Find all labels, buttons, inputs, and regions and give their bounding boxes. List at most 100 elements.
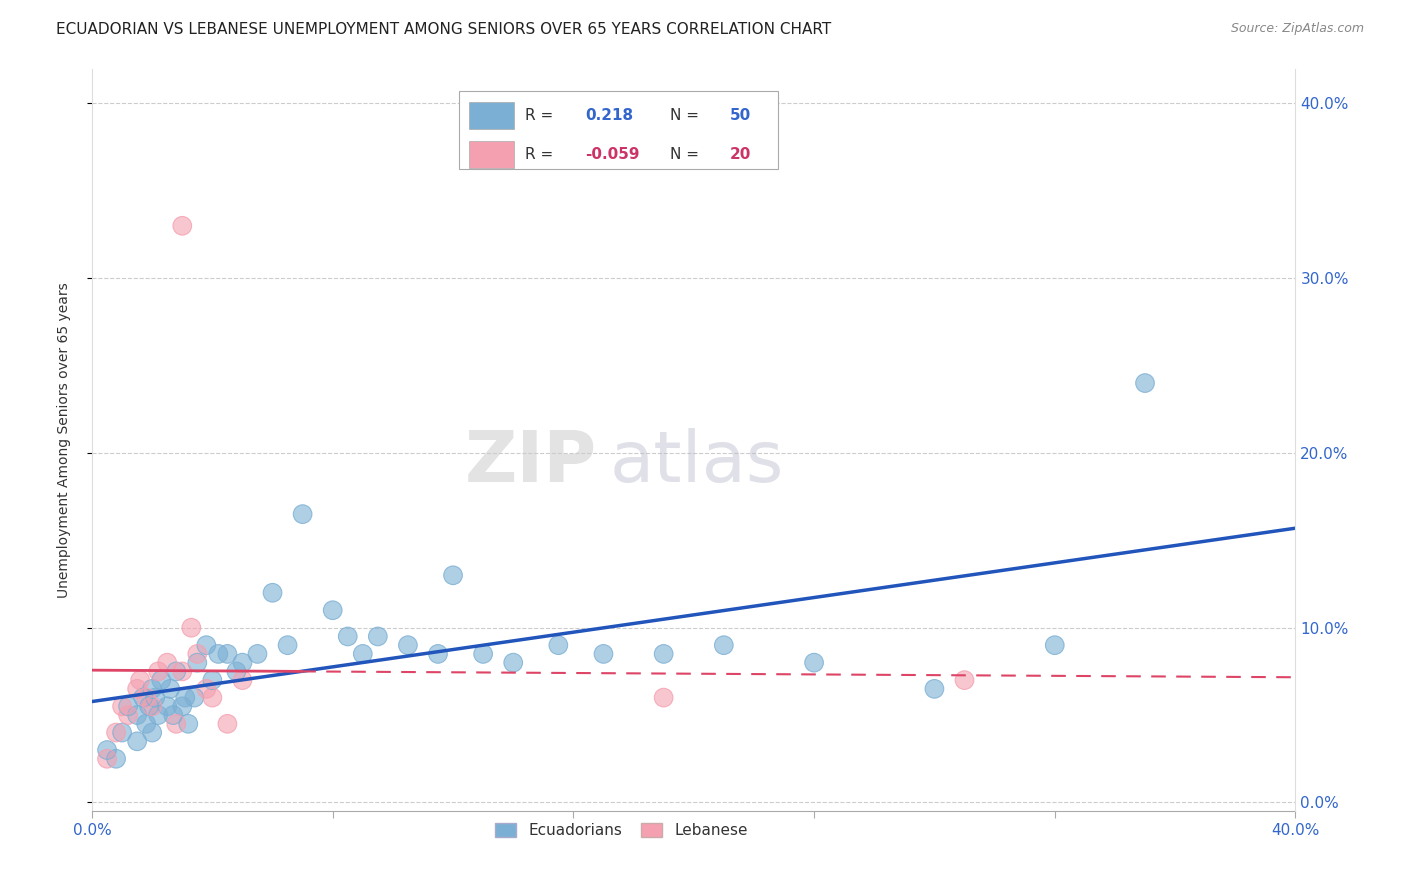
Point	[262, 586, 284, 600]
Point	[117, 699, 139, 714]
Point	[201, 690, 224, 705]
Point	[336, 629, 359, 643]
Point	[96, 743, 118, 757]
Point	[165, 665, 187, 679]
Point	[141, 699, 163, 714]
Point	[217, 647, 239, 661]
Point	[156, 699, 179, 714]
Point	[165, 716, 187, 731]
Point	[246, 647, 269, 661]
Point	[652, 647, 675, 661]
Point	[953, 673, 976, 687]
Point	[180, 621, 202, 635]
Point	[367, 629, 389, 643]
Point	[502, 656, 524, 670]
Point	[1133, 376, 1156, 390]
Point	[127, 708, 149, 723]
Point	[217, 716, 239, 731]
Text: 20: 20	[730, 147, 751, 162]
Point	[186, 647, 208, 661]
Point	[111, 725, 134, 739]
Point	[138, 699, 160, 714]
Point	[127, 681, 149, 696]
Y-axis label: Unemployment Among Seniors over 65 years: Unemployment Among Seniors over 65 years	[58, 282, 72, 598]
Point	[207, 647, 229, 661]
Point	[924, 681, 946, 696]
Point	[396, 638, 419, 652]
Point	[183, 690, 205, 705]
Point	[129, 673, 152, 687]
Text: R =: R =	[526, 147, 554, 162]
Point	[172, 219, 194, 233]
Point	[165, 716, 187, 731]
Text: -0.059: -0.059	[585, 147, 640, 162]
Point	[924, 681, 946, 696]
Point	[162, 708, 184, 723]
Point	[201, 673, 224, 687]
Point	[172, 665, 194, 679]
Point	[246, 647, 269, 661]
Point	[352, 647, 374, 661]
Point	[156, 656, 179, 670]
Point	[111, 699, 134, 714]
Legend: Ecuadorians, Lebanese: Ecuadorians, Lebanese	[489, 817, 754, 845]
Point	[217, 647, 239, 661]
Point	[96, 752, 118, 766]
Point	[291, 507, 314, 521]
Point	[148, 665, 170, 679]
Point	[141, 681, 163, 696]
Point	[127, 734, 149, 748]
Text: N =: N =	[669, 147, 699, 162]
Point	[336, 629, 359, 643]
Point	[441, 568, 464, 582]
Point	[143, 690, 166, 705]
Point	[592, 647, 614, 661]
Point	[129, 673, 152, 687]
Point	[141, 699, 163, 714]
Point	[201, 690, 224, 705]
Point	[135, 690, 157, 705]
Point	[231, 673, 253, 687]
Point	[111, 699, 134, 714]
Text: ZIP: ZIP	[465, 427, 598, 497]
Point	[135, 716, 157, 731]
Point	[156, 656, 179, 670]
Text: ECUADORIAN VS LEBANESE UNEMPLOYMENT AMONG SENIORS OVER 65 YEARS CORRELATION CHAR: ECUADORIAN VS LEBANESE UNEMPLOYMENT AMON…	[56, 22, 831, 37]
Point	[652, 647, 675, 661]
Point	[396, 638, 419, 652]
Point	[156, 699, 179, 714]
Point	[217, 716, 239, 731]
Point	[652, 690, 675, 705]
Point	[186, 656, 208, 670]
Point	[172, 665, 194, 679]
Point	[127, 681, 149, 696]
Point	[186, 647, 208, 661]
Text: N =: N =	[669, 108, 699, 123]
Point	[172, 219, 194, 233]
Point	[225, 665, 247, 679]
Point	[105, 752, 128, 766]
Point	[713, 638, 735, 652]
Point	[159, 681, 181, 696]
Point	[186, 656, 208, 670]
Point	[195, 638, 218, 652]
Point	[803, 656, 825, 670]
Point	[150, 673, 173, 687]
Point	[141, 681, 163, 696]
Point	[135, 690, 157, 705]
Point	[652, 690, 675, 705]
Point	[195, 681, 218, 696]
Point	[141, 725, 163, 739]
Point	[231, 656, 253, 670]
Point	[322, 603, 344, 617]
Point	[127, 734, 149, 748]
Point	[172, 699, 194, 714]
Point	[132, 690, 155, 705]
Point	[262, 586, 284, 600]
Point	[367, 629, 389, 643]
Point	[592, 647, 614, 661]
Point	[96, 752, 118, 766]
Point	[138, 699, 160, 714]
Point	[953, 673, 976, 687]
Point	[165, 665, 187, 679]
